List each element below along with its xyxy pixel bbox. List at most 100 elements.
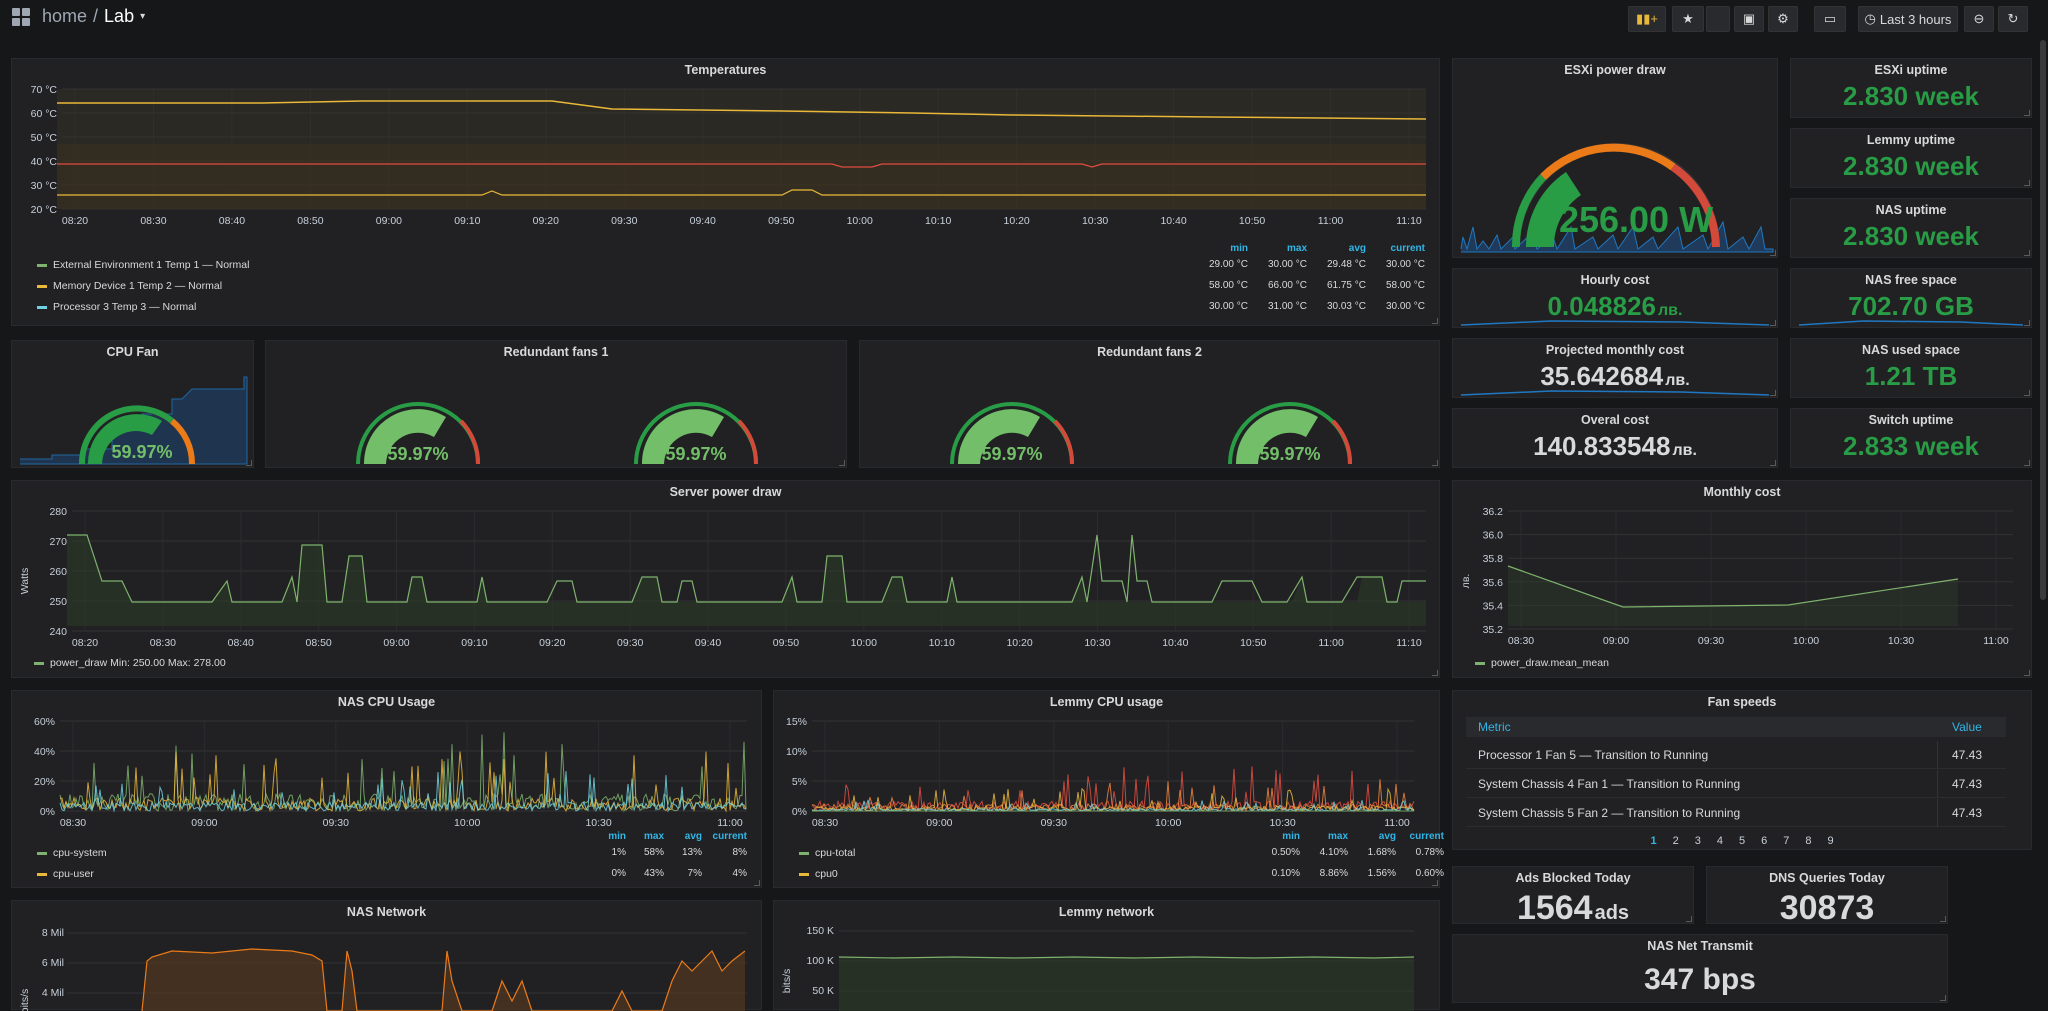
panel-title[interactable]: Lemmy network [1058,905,1155,919]
column-header-value[interactable]: Value [1952,720,1982,734]
temperatures-graph[interactable]: 70 °C 60 °C 50 °C 40 °C 30 °C 20 °C 08:20 08:3… [12,79,1441,259]
resize-handle[interactable] [246,460,252,466]
legend-item[interactable]: Processor 3 Temp 3 — Normal [37,301,196,313]
settings-button[interactable]: ⚙ [1768,6,1798,32]
nas-network-graph[interactable]: 8 Mil 6 Mil 4 Mil bits/s [12,921,763,1011]
legend-header-max[interactable]: max [1327,831,1348,842]
star-button[interactable]: ★ [1672,6,1704,32]
resize-handle[interactable] [1432,670,1438,676]
table-row[interactable]: Processor 1 Fan 5 — Transition to Runnin… [1466,741,2006,769]
panel-title[interactable]: Switch uptime [1868,413,1954,427]
panel-title[interactable]: NAS Net Transmit [1647,939,1753,953]
legend-header-current[interactable]: current [712,831,747,842]
breadcrumb-home[interactable]: home [42,6,88,26]
resize-handle[interactable] [1770,460,1776,466]
resize-handle[interactable] [1432,318,1438,324]
resize-handle[interactable] [1432,880,1438,886]
monthly-cost-graph[interactable]: 36.2 36.0 35.8 35.6 35.4 35.2 08:30 09:00 09:30… [1453,501,2033,671]
pagination-page[interactable]: 3 [1694,835,1701,847]
legend-item[interactable]: power_draw Min: 250.00 Max: 278.00 [34,657,226,669]
column-header-metric[interactable]: Metric [1478,720,1511,734]
resize-handle[interactable] [1770,390,1776,396]
resize-handle[interactable] [1770,320,1776,326]
legend-header-max[interactable]: max [643,831,664,842]
legend-item[interactable]: cpu-system [37,847,107,859]
panel-title[interactable]: Monthly cost [1703,485,1781,499]
pagination-page[interactable]: 2 [1672,835,1679,847]
resize-handle[interactable] [1770,250,1776,256]
panel-title[interactable]: Fan speeds [1707,695,1777,709]
resize-handle[interactable] [2024,390,2030,396]
share-button[interactable] [1706,6,1730,32]
lemmy-cpu-graph[interactable]: 15% 10% 5% 0% 08:30 09:00 09:30 10:00 10:30 11:0… [774,711,1441,841]
save-button[interactable]: ▣ [1734,6,1764,32]
panel-title[interactable]: DNS Queries Today [1769,871,1885,885]
lemmy-network-graph[interactable]: 150 K 100 K 50 K bits/s [774,921,1441,1011]
table-row[interactable]: System Chassis 4 Fan 1 — Transition to R… [1466,770,2006,798]
pagination-page[interactable]: 6 [1761,835,1768,847]
resize-handle[interactable] [1940,916,1946,922]
zoom-out-button[interactable]: ⊖ [1964,6,1994,32]
pagination-page[interactable]: 7 [1783,835,1790,847]
panel-title[interactable]: Temperatures [684,63,767,77]
legend-item[interactable]: cpu0 [799,868,838,880]
legend-header-avg[interactable]: avg [684,831,702,842]
panel-title[interactable]: NAS Network [346,905,427,919]
chevron-down-icon[interactable]: ▾ [140,11,146,22]
resize-handle[interactable] [2024,250,2030,256]
resize-handle[interactable] [1940,995,1946,1001]
legend-header-current[interactable]: current [1390,243,1425,254]
legend-header-min[interactable]: min [1230,243,1248,254]
legend-header-max[interactable]: max [1286,243,1307,254]
panel-title[interactable]: ESXi power draw [1564,63,1666,77]
dashboard-title[interactable]: Lab [104,6,135,26]
panel-title[interactable]: Redundant fans 1 [503,345,609,359]
panel-title[interactable]: Server power draw [669,485,782,499]
time-picker-button[interactable]: ◷ Last 3 hours [1858,6,1958,32]
panel-title[interactable]: Redundant fans 2 [1097,345,1202,359]
legend-header-current[interactable]: current [1409,831,1444,842]
dashboards-grid-icon[interactable] [12,7,30,26]
legend-header-avg[interactable]: avg [1378,831,1396,842]
legend-header-min[interactable]: min [1282,831,1300,842]
pagination-page[interactable]: 9 [1827,835,1834,847]
panel-title[interactable]: NAS uptime [1875,203,1947,217]
add-panel-button[interactable]: ▮▮+ [1628,6,1666,32]
panel-title[interactable]: Hourly cost [1580,273,1650,287]
panel-title[interactable]: ESXi uptime [1874,63,1948,77]
resize-handle[interactable] [2024,180,2030,186]
pagination-page[interactable]: 5 [1738,835,1746,847]
pagination-page[interactable]: 8 [1805,835,1812,847]
resize-handle[interactable] [839,460,845,466]
resize-handle[interactable] [1686,916,1692,922]
panel-title[interactable]: NAS free space [1865,273,1957,287]
pagination-page[interactable]: 1 [1650,835,1657,847]
panel-title[interactable]: Lemmy CPU usage [1049,695,1164,709]
resize-handle[interactable] [2024,320,2030,326]
legend-item[interactable]: cpu-total [799,847,855,859]
panel-title[interactable]: CPU Fan [106,345,159,359]
resize-handle[interactable] [2024,460,2030,466]
resize-handle[interactable] [2024,670,2030,676]
legend-item[interactable]: power_draw.mean_mean [1475,657,1609,669]
tv-mode-button[interactable]: ▭ [1814,6,1846,32]
resize-handle[interactable] [2024,110,2030,116]
resize-handle[interactable] [1432,460,1438,466]
resize-handle[interactable] [754,880,760,886]
panel-title[interactable]: Overal cost [1580,413,1650,427]
panel-title[interactable]: Projected monthly cost [1545,343,1685,357]
panel-title[interactable]: Ads Blocked Today [1515,871,1631,885]
nas-cpu-graph[interactable]: 60% 40% 20% 0% 08:30 09:00 09:30 10:00 10:30 11:… [12,711,763,841]
table-row[interactable]: System Chassis 5 Fan 2 — Transition to R… [1466,799,2006,827]
panel-title[interactable]: Lemmy uptime [1866,133,1956,147]
legend-item[interactable]: External Environment 1 Temp 1 — Normal [37,259,249,271]
pagination-page[interactable]: 4 [1716,835,1723,847]
legend-item[interactable]: Memory Device 1 Temp 2 — Normal [37,280,222,292]
legend-header-avg[interactable]: avg [1348,243,1366,254]
server-power-graph[interactable]: 280 270 260 250 240 08:20 08:30 08:40 08:50 09:0… [12,501,1441,671]
panel-title[interactable]: NAS used space [1862,343,1960,357]
legend-header-min[interactable]: min [608,831,626,842]
refresh-button[interactable]: ↻ [1998,6,2028,32]
legend-item[interactable]: cpu-user [37,868,94,880]
page-scrollbar[interactable] [2040,40,2046,600]
